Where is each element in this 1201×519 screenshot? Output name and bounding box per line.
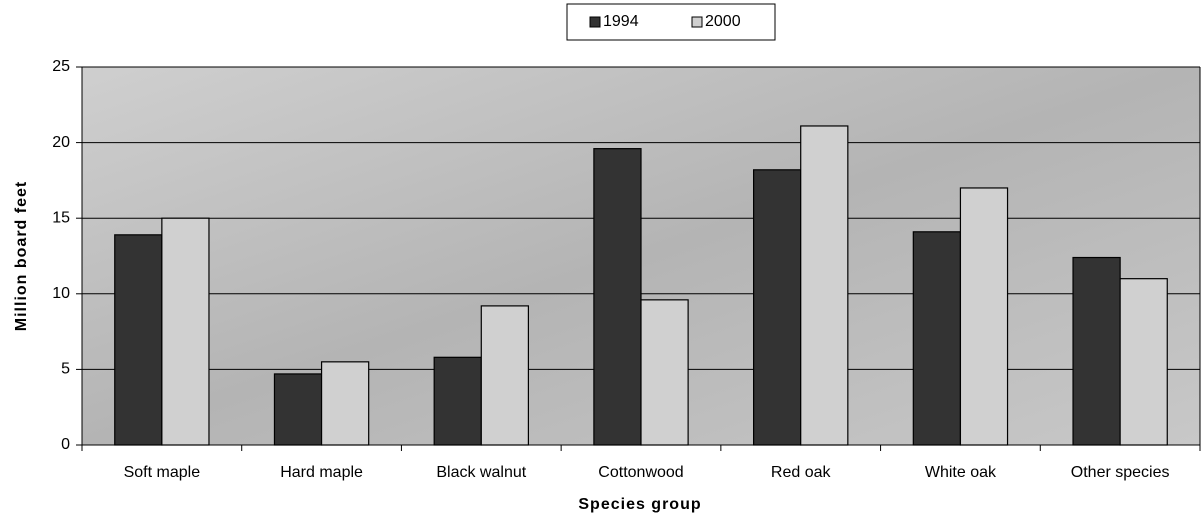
bar	[752, 169, 802, 446]
bar	[161, 217, 210, 446]
bar	[1072, 256, 1121, 446]
x-axis-title: Species group	[578, 496, 701, 513]
bar	[912, 231, 962, 446]
bar	[273, 373, 323, 446]
bar	[800, 125, 849, 446]
y-tick-label: 5	[61, 361, 70, 378]
y-tick-label: 10	[52, 285, 70, 302]
bar	[593, 148, 642, 446]
x-tick-label: White oak	[925, 464, 997, 481]
x-tick-label: Other species	[1071, 464, 1170, 481]
legend	[566, 3, 776, 41]
y-axis-title: Million board feet	[13, 181, 30, 331]
bar	[480, 305, 530, 446]
bar	[320, 361, 370, 446]
bar	[114, 234, 163, 446]
x-tick-label: Red oak	[771, 464, 832, 481]
x-tick-label: Black walnut	[436, 464, 526, 481]
y-tick-label: 20	[52, 134, 70, 151]
y-tick-label: 25	[52, 58, 70, 75]
bar	[433, 356, 482, 446]
bar	[640, 299, 689, 446]
y-tick-label: 15	[52, 209, 70, 226]
legend-swatch	[589, 16, 601, 28]
x-tick-label: Soft maple	[124, 464, 201, 481]
legend-swatch	[691, 16, 703, 28]
x-tick-label: Cottonwood	[598, 464, 683, 481]
x-tick-label: Hard maple	[280, 464, 363, 481]
y-tick-label: 0	[61, 436, 70, 453]
bar	[1119, 278, 1168, 446]
bar	[959, 187, 1009, 446]
legend-label: 2000	[705, 13, 741, 30]
legend-label: 1994	[603, 13, 639, 30]
